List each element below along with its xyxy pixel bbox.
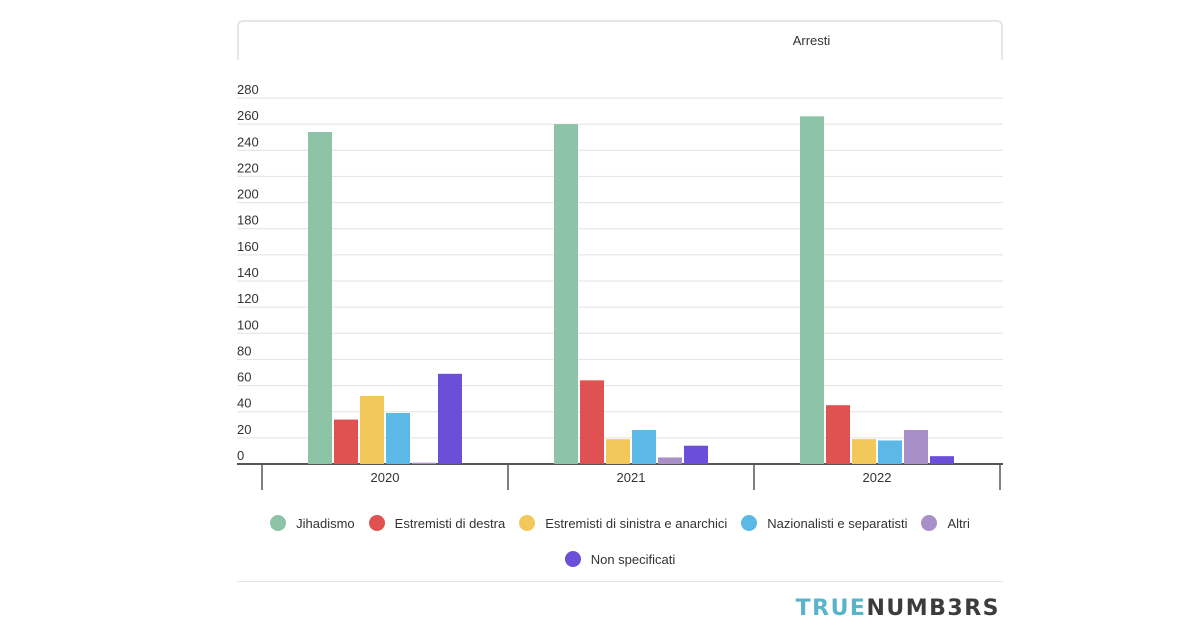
- bar: [360, 396, 384, 464]
- x-tick-label: 2020: [371, 470, 400, 485]
- legend-row: Non specificati: [237, 541, 1003, 577]
- bar: [684, 445, 708, 464]
- y-tick-label: 160: [237, 239, 259, 254]
- x-tick-label: 2021: [617, 470, 646, 485]
- y-tick-label: 280: [237, 82, 259, 97]
- bar: [438, 373, 462, 464]
- legend-label: Estremisti di destra: [394, 515, 506, 531]
- bar: [800, 116, 824, 465]
- bar: [554, 124, 578, 465]
- y-tick-label: 0: [237, 448, 244, 463]
- legend-row: Jihadismo Estremisti di destra Estremisti …: [237, 505, 1003, 541]
- logo-part-true: TRUE: [795, 596, 867, 621]
- brand-logo: TRUENUMB3RS: [796, 596, 1000, 621]
- bar: [658, 457, 682, 464]
- legend-label: Estremisti di sinistra e anarchici: [545, 515, 728, 531]
- legend-swatch: [270, 515, 287, 531]
- legend-swatch: [564, 551, 581, 567]
- bar: [904, 430, 928, 464]
- footer-divider: [237, 581, 1003, 582]
- bar: [930, 456, 954, 464]
- y-tick-label: 40: [237, 396, 251, 411]
- bar: [412, 462, 436, 464]
- bar: [878, 440, 902, 464]
- y-tick-label: 20: [237, 422, 251, 437]
- legend-item[interactable]: Jihadismo: [270, 515, 355, 531]
- logo-part-numbers: NUMB3RS: [866, 596, 1000, 621]
- bar: [632, 430, 656, 464]
- y-tick-label: 180: [237, 213, 259, 228]
- x-tick-label: 2022: [863, 470, 892, 485]
- legend-label: Nazionalisti e separatisti: [767, 515, 908, 531]
- y-tick-label: 200: [237, 187, 259, 202]
- bar: [386, 413, 410, 464]
- legend-item[interactable]: Nazionalisti e separatisti: [741, 515, 907, 531]
- bar: [606, 439, 630, 464]
- bar: [852, 439, 876, 464]
- legend-item[interactable]: Estremisti di sinistra e anarchici: [519, 515, 727, 531]
- legend-item[interactable]: Altri: [921, 515, 970, 531]
- y-tick-label: 240: [237, 134, 259, 149]
- legend-swatch: [921, 515, 938, 531]
- y-tick-label: 60: [237, 370, 251, 385]
- bar: [308, 131, 332, 464]
- bar: [826, 405, 850, 464]
- legend-label: Altri: [947, 515, 970, 531]
- legend-swatch: [741, 515, 758, 531]
- bar: [580, 380, 604, 464]
- legend-label: Non specificati: [590, 551, 676, 567]
- y-tick-label: 220: [237, 160, 259, 175]
- bar-chart: 0 20 40 60 80 100 120 140 160 180 200 220 240 260 280 2…: [237, 82, 1003, 490]
- legend-item[interactable]: Non specificati: [564, 551, 676, 567]
- legend-item[interactable]: Estremisti di destra: [368, 515, 506, 531]
- chart-tab-bar: Arresti: [237, 20, 1003, 60]
- y-tick-label: 100: [237, 317, 259, 332]
- chart-legend: Jihadismo Estremisti di destra Estremisti …: [237, 505, 1003, 577]
- legend-swatch: [519, 515, 536, 531]
- y-tick-label: 260: [237, 108, 259, 123]
- y-tick-label: 80: [237, 343, 251, 358]
- tab-arresti[interactable]: Arresti: [792, 33, 831, 48]
- y-tick-label: 120: [237, 291, 259, 306]
- bar: [334, 419, 358, 464]
- y-tick-label: 140: [237, 265, 259, 280]
- legend-label: Jihadismo: [296, 515, 355, 531]
- legend-swatch: [368, 515, 385, 531]
